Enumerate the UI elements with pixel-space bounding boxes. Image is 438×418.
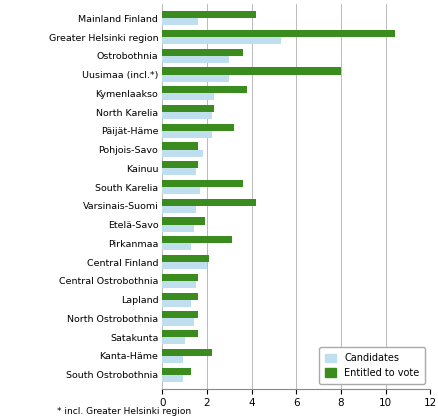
Bar [162,124,233,131]
Bar [162,319,193,326]
Bar [162,74,229,82]
Bar [162,375,182,382]
Bar [162,112,211,119]
Bar [162,86,247,93]
Bar [162,300,191,307]
Bar [162,11,255,18]
Bar [162,262,207,269]
Bar [162,281,195,288]
Bar [162,224,193,232]
Legend: Candidates, Entitled to vote: Candidates, Entitled to vote [318,347,424,384]
Bar [162,187,200,194]
Text: * incl. Greater Helsinki region: * incl. Greater Helsinki region [57,407,191,416]
Bar [162,105,213,112]
Bar [162,48,242,56]
Bar [162,356,182,363]
Bar [162,67,340,74]
Bar [162,56,229,63]
Bar [162,337,184,344]
Bar [162,143,198,150]
Bar [162,255,209,262]
Bar [162,93,213,100]
Bar [162,180,242,187]
Bar [162,217,205,224]
Bar [162,199,255,206]
Bar [162,150,202,157]
Bar [162,236,231,243]
Bar [162,206,195,213]
Bar [162,131,211,138]
Bar [162,293,198,300]
Bar [162,330,198,337]
Bar [162,349,211,356]
Bar [162,18,198,25]
Bar [162,168,195,176]
Bar [162,243,191,250]
Bar [162,274,198,281]
Bar [162,367,191,375]
Bar [162,37,280,44]
Bar [162,311,198,319]
Bar [162,30,394,37]
Bar [162,161,198,168]
